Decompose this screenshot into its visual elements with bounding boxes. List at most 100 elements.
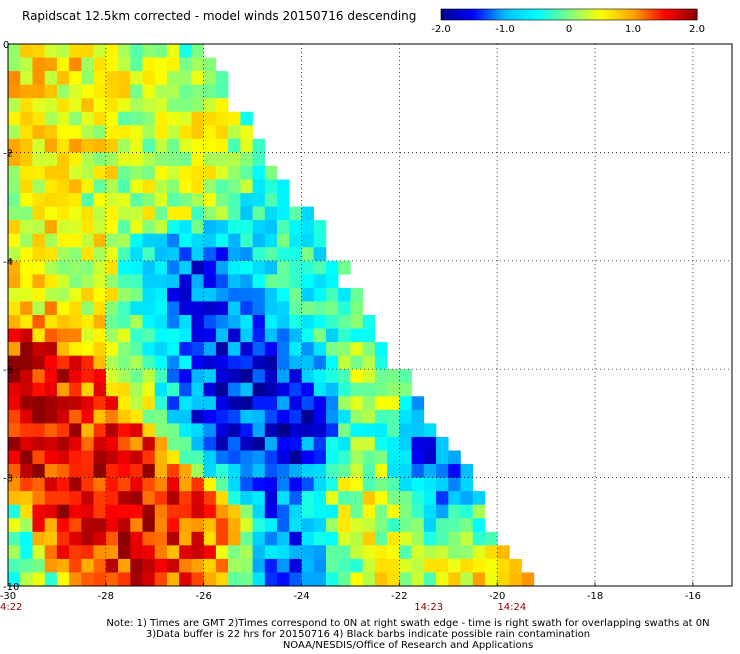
heatmap-cell <box>8 450 21 465</box>
colorbar-segment <box>577 9 580 20</box>
colorbar-segment <box>531 9 534 20</box>
heatmap-cell <box>81 464 94 478</box>
heatmap-cell <box>105 247 119 262</box>
heatmap-cell <box>423 423 437 438</box>
heatmap-cell <box>142 260 156 275</box>
heatmap-cell <box>154 247 168 262</box>
colorbar-segment <box>487 9 490 20</box>
heatmap-cell <box>32 274 45 289</box>
heatmap-cell <box>228 247 241 262</box>
heatmap-cell <box>448 531 461 546</box>
heatmap-cell <box>56 342 70 356</box>
heatmap-cell <box>69 531 82 546</box>
heatmap-cell <box>301 287 315 302</box>
heatmap-cell <box>228 504 241 519</box>
heatmap-cell <box>93 491 107 505</box>
heatmap-cell <box>44 409 58 424</box>
heatmap-cell <box>215 125 229 140</box>
heatmap-cell <box>411 572 425 587</box>
heatmap-cell <box>240 423 253 438</box>
heatmap-cell <box>166 233 180 248</box>
heatmap-cell <box>130 328 143 343</box>
heatmap-cell <box>118 111 131 126</box>
heatmap-cell <box>142 491 156 505</box>
heatmap-cell <box>191 260 204 275</box>
heatmap-cell <box>118 260 131 275</box>
heatmap-cell <box>191 247 204 262</box>
colorbar-segment <box>683 9 686 20</box>
heatmap-cell <box>69 233 82 248</box>
heatmap-cell <box>142 369 156 384</box>
heatmap-cell <box>374 436 388 451</box>
heatmap-cell <box>350 342 363 356</box>
heatmap-cell <box>252 179 266 194</box>
heatmap-cell <box>240 355 253 370</box>
heatmap-cell <box>118 233 131 248</box>
heatmap-cell <box>497 545 510 560</box>
x-tick-label: -30 <box>0 591 16 602</box>
heatmap-cell <box>69 423 82 438</box>
colorbar-segment <box>593 9 596 20</box>
heatmap-cell <box>399 409 412 424</box>
heatmap-cell <box>105 44 119 58</box>
heatmap-cell <box>20 572 33 587</box>
heatmap-cell <box>105 409 119 424</box>
heatmap-cell <box>154 558 168 573</box>
heatmap-cell <box>448 518 461 533</box>
heatmap-cell <box>203 260 217 275</box>
heatmap-cell <box>130 165 143 180</box>
heatmap-cell <box>93 98 107 113</box>
heatmap-cell <box>20 342 33 356</box>
colorbar-segment <box>453 9 456 20</box>
heatmap-cell <box>20 409 33 424</box>
heatmap-cell <box>289 355 302 370</box>
heatmap-cell <box>154 315 168 329</box>
heatmap-cell <box>313 287 327 302</box>
heatmap-cell <box>81 138 94 153</box>
heatmap-cell <box>325 396 339 411</box>
heatmap-cell <box>228 450 241 465</box>
heatmap-cell <box>118 301 131 316</box>
heatmap-cell <box>191 111 204 126</box>
heatmap-cell <box>350 423 363 438</box>
heatmap-cell <box>166 125 180 140</box>
heatmap-cell <box>105 396 119 411</box>
heatmap-cell <box>32 531 45 546</box>
heatmap-cell <box>313 396 327 411</box>
heatmap-cell <box>191 220 204 234</box>
heatmap-cell <box>264 193 278 207</box>
heatmap-cell <box>240 518 253 533</box>
colorbar-segment <box>559 9 562 20</box>
heatmap-cell <box>264 287 278 302</box>
heatmap-cell <box>105 111 119 126</box>
heatmap-cell <box>264 436 278 451</box>
heatmap-cell <box>44 382 58 397</box>
heatmap-cell <box>69 558 82 573</box>
heatmap-cell <box>191 545 204 560</box>
heatmap-cell <box>252 396 266 411</box>
heatmap-cell <box>399 423 412 438</box>
colorbar-segment <box>563 9 566 20</box>
heatmap-cell <box>301 247 315 262</box>
heatmap-cell <box>105 531 119 546</box>
heatmap-cell <box>44 315 58 329</box>
heatmap-cell <box>44 125 58 140</box>
heatmap-cell <box>301 396 315 411</box>
heatmap-cell <box>130 287 143 302</box>
heatmap-cell <box>215 355 229 370</box>
colorbar-segment <box>689 9 692 20</box>
heatmap-cell <box>191 396 204 411</box>
heatmap-cell <box>69 355 82 370</box>
heatmap-cell <box>277 518 290 533</box>
heatmap-cell <box>191 233 204 248</box>
colorbar-segment <box>609 9 612 20</box>
heatmap-cell <box>81 477 94 492</box>
heatmap-cell <box>8 572 21 587</box>
heatmap-cell <box>228 423 241 438</box>
heatmap-cell <box>215 315 229 329</box>
heatmap-cell <box>142 328 156 343</box>
heatmap-cell <box>56 193 70 207</box>
heatmap-cell <box>484 531 498 546</box>
heatmap-cell <box>20 179 33 194</box>
heatmap-cell <box>252 518 266 533</box>
